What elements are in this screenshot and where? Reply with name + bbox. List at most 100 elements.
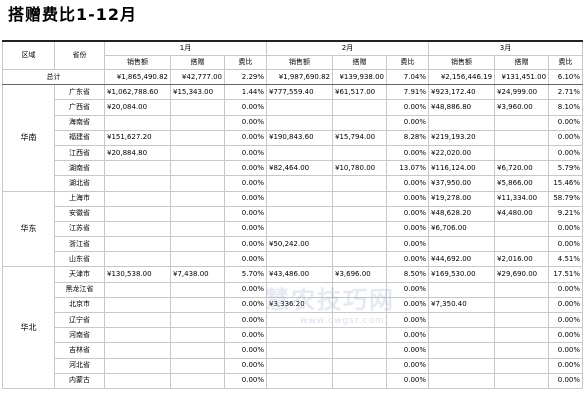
cell-sales — [428, 327, 496, 344]
province-cell: 北京市 — [54, 296, 105, 314]
cell-sales: ¥44,692.00 — [428, 251, 496, 268]
cell-ratio: 0.00% — [386, 114, 430, 131]
cell-gift — [170, 311, 225, 329]
cell-sales — [104, 296, 171, 314]
cell-gift: ¥7,438.00 — [170, 266, 225, 283]
header-region: 区域 — [2, 40, 55, 70]
cell-ratio: 1.44% — [223, 84, 268, 101]
cell-ratio: 0.00% — [223, 357, 268, 374]
table-row: 华北 天津市 ¥130,538.00 ¥7,438.00 5.70% ¥43,486.00… — [2, 266, 584, 389]
province-cell: 上海市 — [54, 190, 105, 207]
header-sales: 销售额 — [104, 55, 171, 70]
header-row-sub: 销售额 搭赠 费比 销售额 搭赠 费比 销售额 搭赠 费比 — [3, 55, 584, 70]
cell-sales: ¥219,193.20 — [428, 129, 496, 146]
province-cell: 辽宁省 — [54, 311, 105, 329]
cell-ratio: 0.00% — [548, 220, 584, 238]
cell-ratio: 0.00% — [386, 99, 430, 116]
cell-ratio: 0.00% — [386, 190, 430, 207]
cell-ratio: 0.00% — [223, 236, 268, 253]
cell-ratio: 0.00% — [548, 296, 584, 314]
cell-sales: ¥1,865,490.82 — [104, 68, 171, 86]
cell-ratio: 0.00% — [548, 281, 584, 298]
province-cell: 江西省 — [54, 144, 105, 162]
cell-gift: ¥15,794.00 — [332, 129, 388, 146]
cell-ratio: 0.00% — [223, 144, 268, 162]
cell-sales — [266, 190, 334, 207]
table-row: 湖南省 0.00% ¥82,464.00 ¥10,780.00 13.07% ¥116,1… — [3, 160, 584, 177]
header-sales: 销售额 — [428, 55, 496, 70]
cell-sales — [104, 175, 171, 192]
table-row: 辽宁省 0.00% 0.00% 0.00% — [3, 311, 584, 329]
table-row: 河北省 0.00% 0.00% 0.00% — [3, 357, 584, 374]
cell-sales: ¥20,084.00 — [104, 99, 171, 116]
cell-sales — [104, 311, 171, 329]
cell-gift — [494, 372, 550, 389]
cell-sales — [104, 251, 171, 268]
header-month-3: 3月 — [428, 40, 584, 56]
cell-ratio: 0.00% — [548, 372, 584, 389]
cell-sales: ¥43,486.00 — [266, 266, 334, 283]
cell-gift — [170, 220, 225, 238]
cell-ratio: 0.00% — [223, 311, 268, 329]
cell-ratio: 0.00% — [386, 205, 430, 222]
cell-ratio: 0.00% — [548, 311, 584, 329]
cell-sales — [428, 342, 496, 359]
cell-ratio: 0.00% — [548, 236, 584, 253]
province-cell: 广西省 — [54, 99, 105, 116]
cell-gift — [170, 129, 225, 146]
province-cell: 浙江省 — [54, 236, 105, 253]
cell-ratio: 0.00% — [386, 357, 430, 374]
province-cell: 湖南省 — [54, 160, 105, 177]
region-cell: 华南 — [2, 84, 55, 192]
cell-gift — [170, 190, 225, 207]
cell-ratio: 7.91% — [386, 84, 430, 101]
cell-sales — [266, 175, 334, 192]
cell-ratio: 0.00% — [223, 175, 268, 192]
table-row: 湖北省 0.00% 0.00% ¥37,950.00 ¥5,866.00 15.46% — [3, 175, 584, 192]
cell-gift — [332, 251, 388, 268]
cell-gift: ¥24,999.00 — [494, 84, 550, 101]
cell-sales: ¥190,843.60 — [266, 129, 334, 146]
cell-gift: ¥15,343.00 — [170, 84, 225, 101]
cell-sales — [428, 281, 496, 298]
province-cell: 江苏省 — [54, 220, 105, 238]
cell-ratio: 2.29% — [223, 68, 268, 86]
table-row: 内蒙古 0.00% 0.00% 0.00% — [3, 372, 584, 389]
cell-gift: ¥29,690.00 — [494, 266, 550, 283]
cell-ratio: 8.50% — [386, 266, 430, 283]
cell-ratio: 0.00% — [223, 220, 268, 238]
cell-sales: ¥50,242.00 — [266, 236, 334, 253]
header-sales: 销售额 — [266, 55, 334, 70]
cell-gift — [332, 342, 388, 359]
cell-gift — [170, 251, 225, 268]
cell-sales: ¥116,124.00 — [428, 160, 496, 177]
province-cell: 山东省 — [54, 251, 105, 268]
cell-sales — [266, 144, 334, 162]
cell-gift — [170, 236, 225, 253]
province-cell: 广东省 — [54, 84, 105, 101]
province-cell: 天津市 — [54, 266, 105, 283]
cell-ratio: 0.00% — [548, 357, 584, 374]
header-gift: 搭赠 — [494, 55, 550, 70]
report-title: 搭赠费比1-12月 — [8, 5, 138, 24]
cell-sales: ¥169,530.00 — [428, 266, 496, 283]
cell-gift: ¥10,780.00 — [332, 160, 388, 177]
cell-gift — [170, 296, 225, 314]
cell-sales — [104, 327, 171, 344]
cell-sales — [104, 342, 171, 359]
cell-ratio: 0.00% — [386, 296, 430, 314]
cell-gift — [332, 311, 388, 329]
cell-sales — [428, 114, 496, 131]
cell-sales: ¥1,062,788.60 — [104, 84, 171, 101]
cell-sales: ¥19,278.00 — [428, 190, 496, 207]
cell-sales: ¥22,020.00 — [428, 144, 496, 162]
cell-sales — [428, 311, 496, 329]
cell-gift — [494, 311, 550, 329]
province-cell: 河北省 — [54, 357, 105, 374]
cell-ratio: 13.07% — [386, 160, 430, 177]
cell-gift: ¥4,480.00 — [494, 205, 550, 222]
cell-ratio: 0.00% — [223, 190, 268, 207]
cell-gift — [332, 281, 388, 298]
cell-gift: ¥6,720.00 — [494, 160, 550, 177]
